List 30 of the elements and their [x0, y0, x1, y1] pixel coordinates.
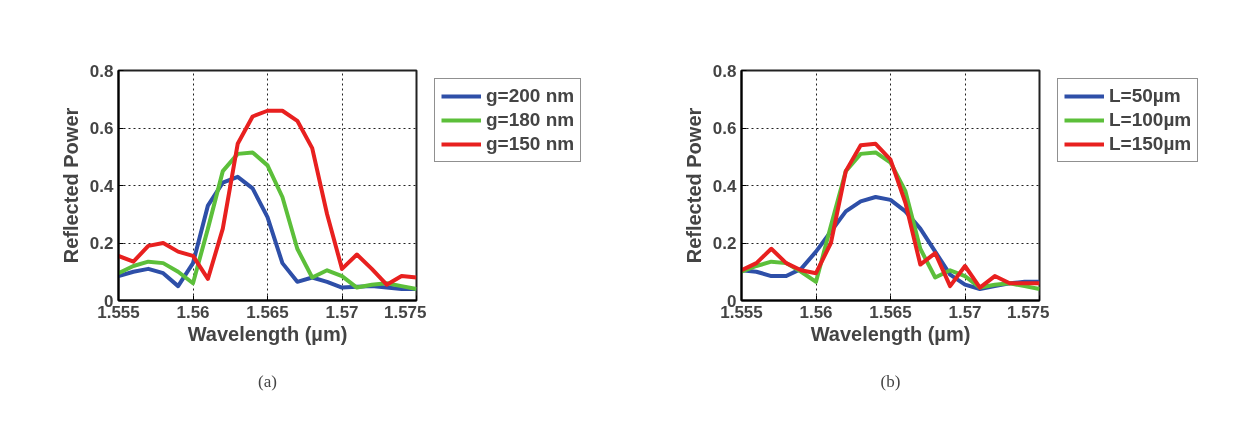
y-tick-label: 0.2	[712, 234, 737, 253]
y-tick-label: 0.8	[712, 61, 737, 81]
legend-label: g=180 nm	[486, 109, 575, 131]
y-tick-label: 0.8	[89, 61, 114, 81]
legend-label: g=150 nm	[486, 133, 575, 155]
x-tick-label: 1.575	[383, 302, 427, 322]
y-tick-label: 0.6	[712, 119, 737, 138]
x-axis-title: Wavelength (µm)	[810, 322, 971, 345]
line-series	[118, 108, 417, 287]
x-tick-label: 1.565	[869, 302, 912, 322]
legend-label: L=150µm	[1109, 133, 1192, 155]
y-tick-label: 0.2	[89, 234, 114, 253]
x-tick-label: 1.575	[1006, 302, 1050, 322]
y-tick-label: 0.4	[712, 176, 738, 196]
y-axis-title: Reflected Power	[682, 107, 705, 264]
text: (a)	[258, 372, 277, 391]
legend-label: L=50µm	[1109, 85, 1181, 107]
x-tick-label: 1.57	[325, 302, 359, 322]
legend-label: g=200 nm	[486, 85, 575, 107]
legend-label: L=100µm	[1109, 109, 1192, 131]
x-tick-label: 1.56	[799, 302, 833, 322]
line-series	[118, 150, 417, 291]
y-tick-label: 0.6	[89, 119, 114, 138]
x-tick-label: 1.57	[948, 302, 982, 322]
y-tick-label: 0.4	[89, 176, 115, 196]
text: (b)	[880, 372, 901, 391]
x-tick-label: 1.565	[246, 302, 289, 322]
x-tick-label: 1.56	[176, 302, 210, 322]
y-axis-title: Reflected Power	[59, 107, 82, 264]
x-axis-title: Wavelength (µm)	[187, 322, 348, 345]
